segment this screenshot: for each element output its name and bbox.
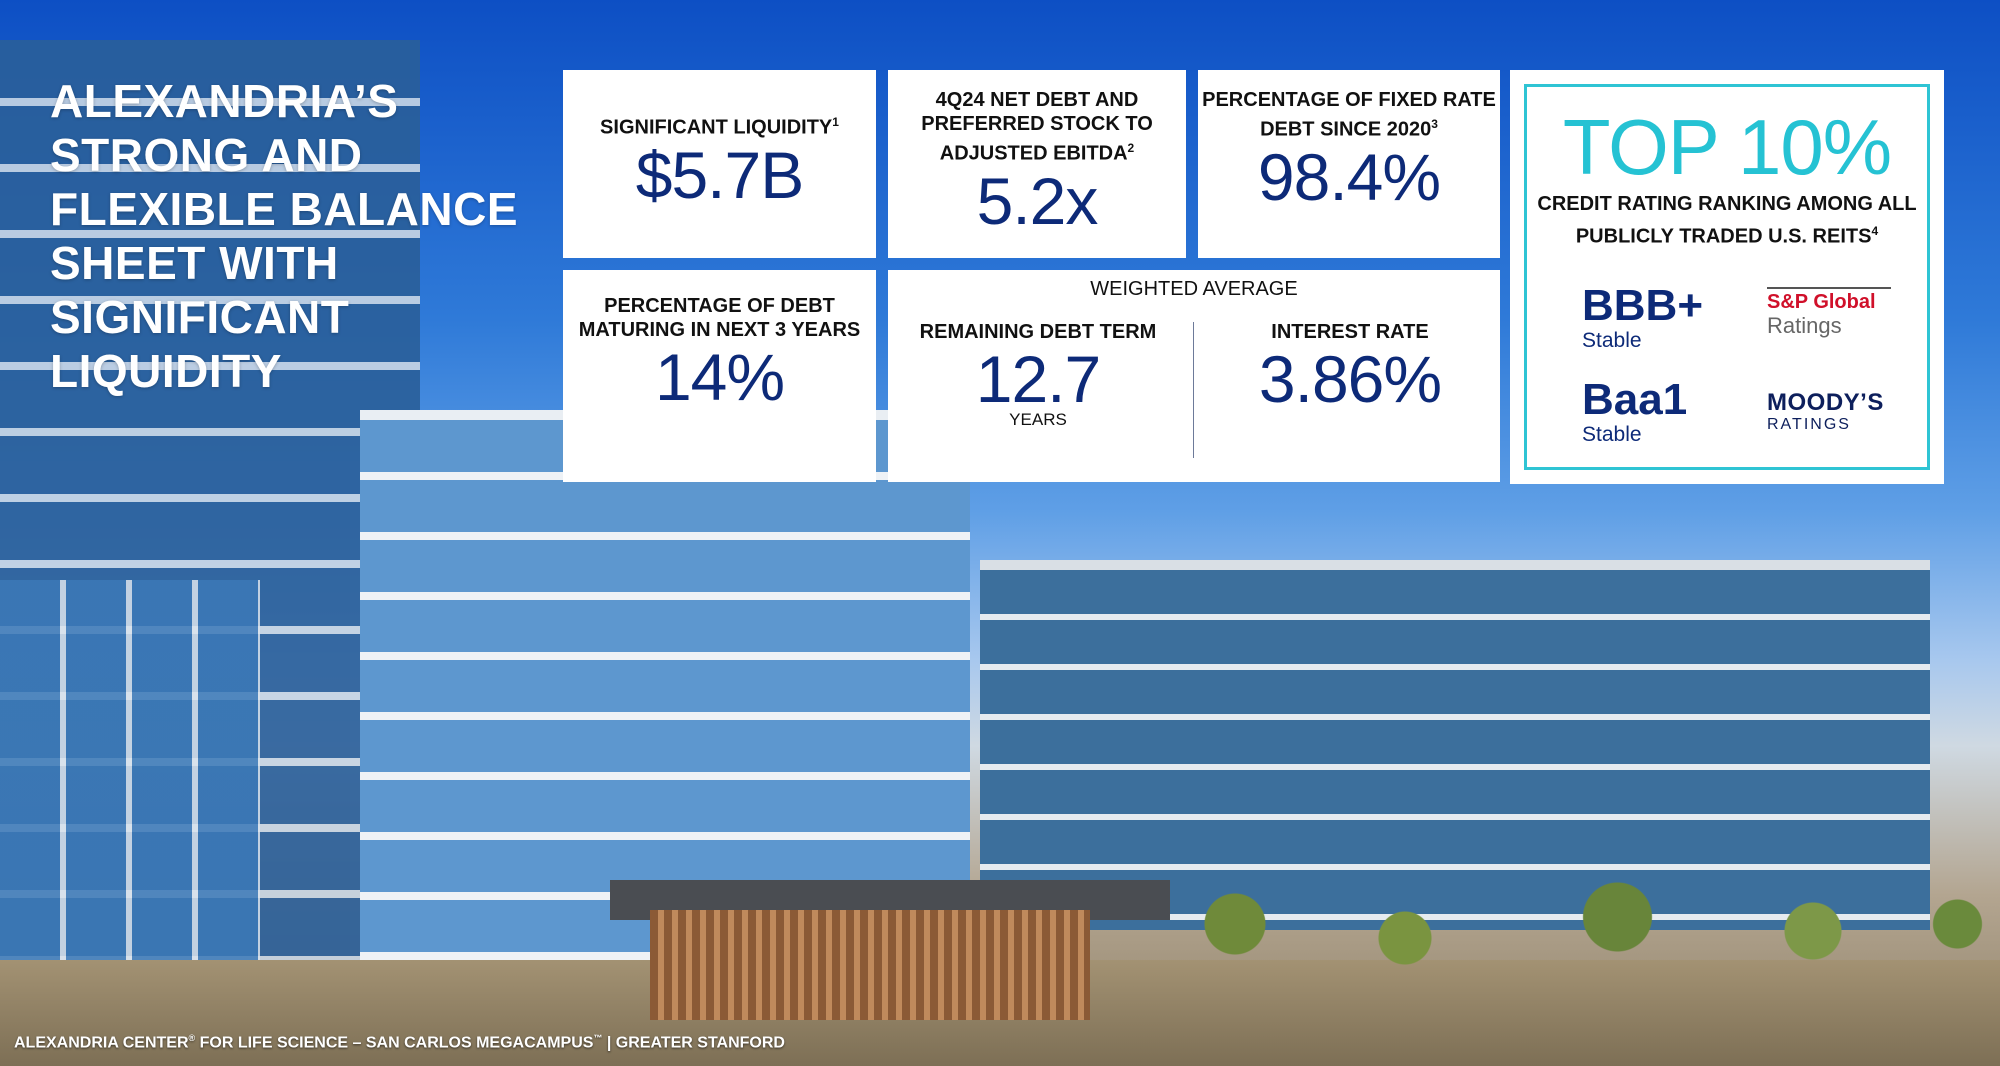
sp-rating: BBB+ Stable	[1582, 283, 1703, 353]
moodys-outlook: Stable	[1582, 423, 1642, 446]
maturing-debt-card: PERCENTAGE OF DEBT MATURING IN NEXT 3 YE…	[563, 270, 876, 482]
moodys-grade: Baa1	[1582, 375, 1688, 424]
landscape-trees	[1150, 840, 2000, 980]
weighted-average-card: WEIGHTED AVERAGE REMAINING DEBT TERM 12.…	[888, 270, 1500, 482]
remaining-term-value: 12.7	[975, 342, 1101, 416]
liquidity-card: SIGNIFICANT LIQUIDITY1 $5.7B	[563, 70, 876, 258]
sp-global-logo: S&P Global Ratings	[1767, 287, 1891, 339]
net-debt-label: 4Q24 NET DEBT AND PREFERRED STOCK TO ADJ…	[921, 89, 1153, 165]
ranking-footnote: 4	[1871, 224, 1879, 238]
interest-rate-label: INTEREST RATE	[1271, 321, 1429, 343]
maturing-value: 14%	[654, 340, 785, 414]
credit-ranking-frame: TOP 10% CREDIT RATING RANKING AMONG ALL …	[1524, 84, 1930, 470]
credit-ranking-card: TOP 10% CREDIT RATING RANKING AMONG ALL …	[1510, 70, 1944, 484]
sp-outlook: Stable	[1582, 329, 1642, 352]
fixed-rate-label: PERCENTAGE OF FIXED RATE DEBT SINCE 2020…	[1202, 89, 1496, 141]
column-divider	[1193, 322, 1194, 458]
weighted-average-heading: WEIGHTED AVERAGE	[1090, 278, 1298, 300]
liquidity-label: SIGNIFICANT LIQUIDITY1	[600, 115, 839, 139]
sp-grade: BBB+	[1582, 281, 1704, 330]
moodys-rating: Baa1 Stable	[1582, 377, 1687, 447]
sp-logo-rule	[1767, 287, 1891, 289]
left-glass-building	[0, 40, 420, 1066]
moodys-logo-name: MOODY’S	[1767, 389, 1884, 416]
fixed-rate-footnote: 3	[1431, 117, 1438, 131]
interest-rate-column: INTEREST RATE 3.86%	[1200, 320, 1500, 414]
wood-pavilion	[650, 910, 1090, 1020]
liquidity-footnote: 1	[832, 115, 839, 129]
liquidity-value: $5.7B	[635, 137, 804, 212]
moodys-logo-sub: RATINGS	[1767, 416, 1851, 433]
caption-registered-mark: ®	[188, 1033, 196, 1043]
photo-caption: ALEXANDRIA CENTER® FOR LIFE SCIENCE – SA…	[14, 1033, 785, 1052]
sp-logo-name: S&P Global	[1767, 291, 1876, 313]
fixed-rate-card: PERCENTAGE OF FIXED RATE DEBT SINCE 2020…	[1198, 70, 1500, 258]
moodys-logo: MOODY’S RATINGS	[1767, 390, 1884, 434]
top-10-headline: TOP 10%	[1562, 103, 1892, 191]
net-debt-card: 4Q24 NET DEBT AND PREFERRED STOCK TO ADJ…	[888, 70, 1186, 258]
ranking-text: CREDIT RATING RANKING AMONG ALL PUBLICLY…	[1537, 193, 1917, 248]
remaining-term-label: REMAINING DEBT TERM	[919, 321, 1157, 343]
interest-rate-value: 3.86%	[1258, 342, 1442, 416]
net-debt-footnote: 2	[1127, 141, 1135, 155]
remaining-term-unit: YEARS	[1009, 410, 1067, 429]
remaining-term-column: REMAINING DEBT TERM 12.7 YEARS	[888, 320, 1188, 430]
net-debt-value: 5.2x	[976, 163, 1099, 238]
fixed-rate-value: 98.4%	[1257, 139, 1441, 214]
slide-title: ALEXANDRIA’S STRONG AND FLEXIBLE BALANCE…	[50, 75, 518, 397]
maturing-label: PERCENTAGE OF DEBT MATURING IN NEXT 3 YE…	[578, 295, 861, 341]
caption-trademark: ™	[593, 1033, 603, 1043]
sp-logo-sub: Ratings	[1767, 313, 1842, 338]
